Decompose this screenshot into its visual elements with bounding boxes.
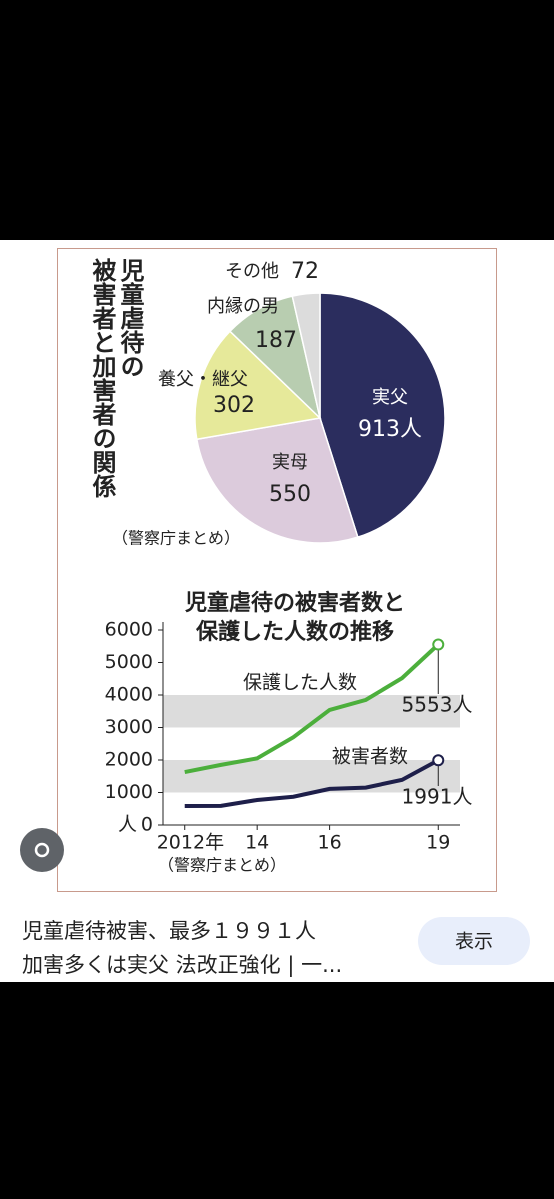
pie-slice: [319, 292, 446, 539]
pie-slice: [291, 292, 321, 419]
pie-title: 被害者と加害者の関係: [88, 258, 116, 498]
y-tick-label: 4000: [105, 684, 153, 706]
x-tick-label: 16: [318, 832, 342, 854]
end-point: [432, 638, 445, 651]
line-title: 児童虐待の被害者数と: [184, 590, 405, 616]
pie-source: （警察庁まとめ）: [112, 529, 240, 548]
view-button[interactable]: [418, 917, 530, 965]
slice-value: 187: [255, 328, 297, 353]
line-title: 保護した人数の推移: [195, 619, 394, 645]
pie-slice: [195, 417, 359, 544]
line-chart: 0 1000 2000 3000 4000 5000 6000 人 2012年 14 16 19 保護し…: [105, 619, 473, 854]
y-tick-label: 3000: [105, 716, 153, 738]
y-tick-label: 2000: [105, 749, 153, 771]
series-name: 保護した人数: [243, 672, 357, 694]
y-tick-label: 1000: [105, 781, 153, 803]
slice-value: 72: [291, 259, 319, 284]
caption[interactable]: 加害多くは実父 法改正強化 | 一...: [22, 953, 342, 978]
slice-name: 実母: [272, 452, 308, 473]
y-unit: 人: [118, 814, 137, 836]
end-label: 5553人: [402, 693, 473, 717]
x-tick-label: 14: [245, 832, 269, 854]
caption[interactable]: 児童虐待被害、最多１９９１人: [22, 919, 316, 943]
series-name: 被害者数: [332, 746, 408, 768]
slice-value: 550: [269, 482, 311, 507]
y-tick-label: 5000: [105, 651, 153, 673]
slice-name: その他: [225, 261, 279, 282]
pie-slice: [194, 330, 322, 441]
slice-value: 302: [213, 393, 255, 418]
series-line: [184, 758, 440, 808]
y-tick-label: 6000: [105, 619, 153, 641]
end-point: [432, 754, 445, 767]
slice-name: 実父: [372, 387, 408, 408]
y-tick-label: 0: [141, 814, 153, 836]
x-tick-label: 2012年: [157, 832, 224, 854]
slice-name: 内縁の男: [207, 296, 279, 317]
pie-title: 児童虐待の: [116, 258, 144, 378]
slice-value: 913人: [358, 417, 422, 442]
lens-icon: [34, 842, 50, 858]
view-button-label: 表示: [455, 931, 493, 953]
lens-button[interactable]: [20, 828, 64, 872]
series-line: [184, 643, 440, 774]
end-label: 1991人: [402, 785, 473, 809]
line-source: （警察庁まとめ）: [158, 856, 286, 875]
x-tick-label: 19: [426, 832, 450, 854]
slice-name: 養父・継父: [158, 369, 248, 390]
